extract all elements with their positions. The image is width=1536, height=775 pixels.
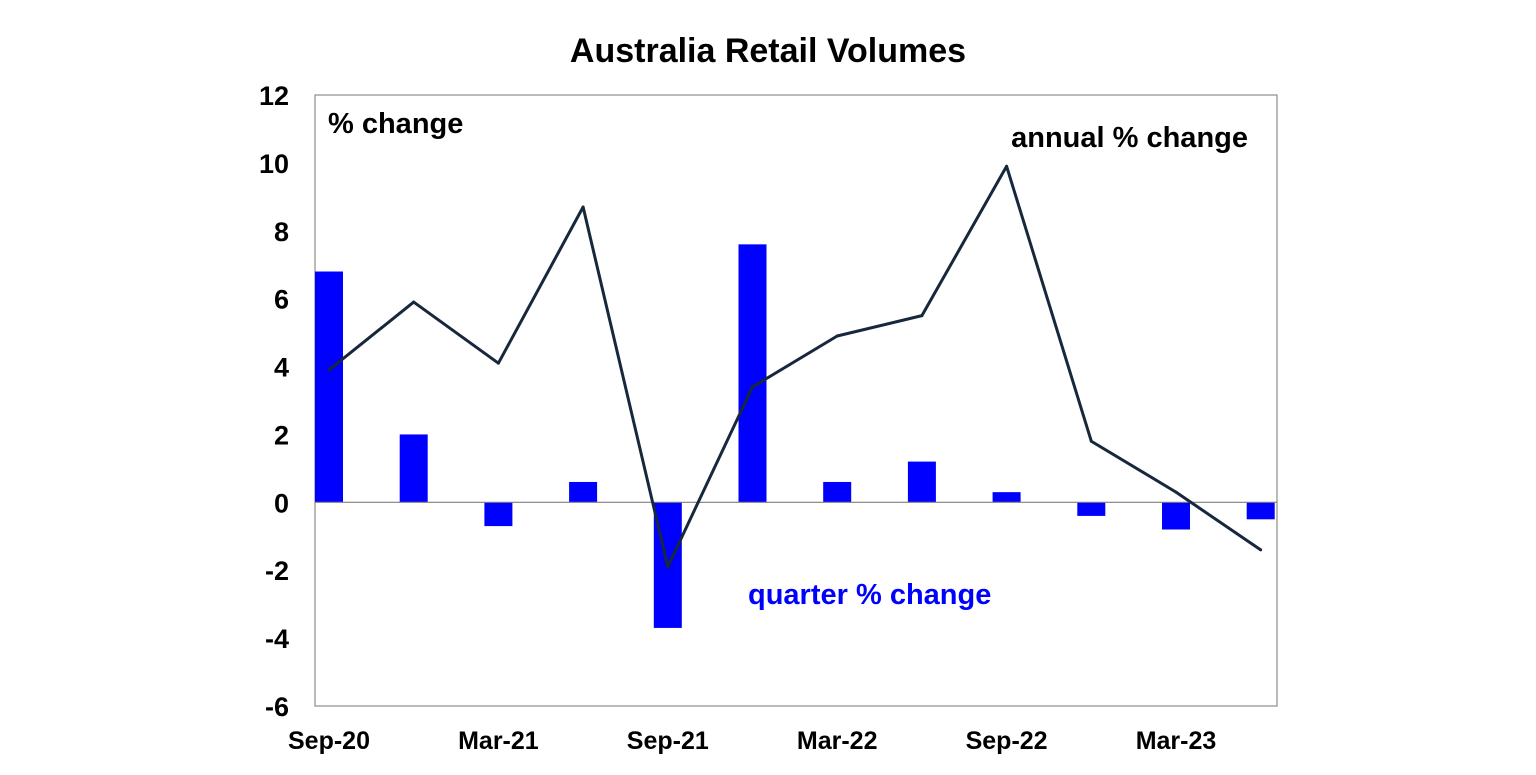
quarter-bar-dec-21 [738, 244, 767, 503]
plot-area [314, 94, 1278, 707]
quarter-bar-jun-23 [1246, 502, 1275, 520]
x-tick-label: Mar-21 [458, 727, 539, 755]
quarter-bar-mar-21 [484, 502, 513, 527]
quarter-bar-jun-21 [569, 481, 598, 503]
quarter-bar-sep-20 [315, 271, 343, 503]
quarter-bar-dec-20 [399, 434, 428, 503]
annual-point-mar-21 [496, 361, 500, 365]
annual-point-jun-21 [581, 205, 585, 209]
annual-point-sep-21 [666, 565, 670, 569]
x-tick-label: Sep-22 [966, 727, 1048, 755]
annual-point-sep-22 [1005, 164, 1009, 168]
annual-series-label: annual % change [1011, 122, 1248, 154]
quarter-series-label: quarter % change [748, 579, 991, 611]
annual-point-sep-20 [327, 368, 331, 372]
x-tick-label: Sep-21 [627, 727, 709, 755]
annual-point-jun-23 [1259, 548, 1263, 552]
x-tick-label: Sep-20 [288, 727, 370, 755]
x-tick-label: Mar-22 [797, 727, 878, 755]
annual-point-mar-23 [1174, 490, 1178, 494]
quarter-bar-sep-22 [992, 492, 1021, 503]
y-tick-label: 4 [274, 353, 289, 383]
y-tick-label: -6 [265, 692, 289, 722]
y-tick-label: 0 [274, 488, 289, 518]
y-axis-label: % change [328, 108, 463, 140]
y-tick-label: 12 [259, 81, 289, 111]
x-axis-ticks: Sep-20 Mar-21 Sep-21 Mar-22 Sep-22 Mar-23 [288, 727, 1216, 755]
y-tick-label: 6 [274, 285, 289, 315]
quarter-bar-mar-23 [1162, 502, 1190, 530]
annual-line [328, 164, 1262, 569]
annual-point-dec-20 [412, 300, 416, 304]
chart-title: Australia Retail Volumes [570, 32, 966, 70]
annual-line-series [327, 164, 1263, 569]
y-axis-ticks: -6 -4 -2 0 2 4 6 8 10 12 [259, 81, 289, 722]
y-tick-label: 8 [274, 217, 289, 247]
y-tick-label: -2 [265, 556, 289, 586]
annual-point-jun-22 [920, 314, 924, 318]
y-tick-label: 10 [259, 149, 289, 179]
quarter-bars [315, 244, 1275, 628]
y-tick-label: 2 [274, 420, 289, 450]
quarter-bar-dec-22 [1077, 502, 1106, 516]
quarter-bar-mar-22 [823, 481, 852, 503]
annual-point-mar-22 [835, 334, 839, 338]
annual-point-dec-21 [751, 385, 754, 389]
quarter-bar-jun-22 [907, 461, 936, 503]
x-tick-label: Mar-23 [1136, 727, 1217, 755]
y-tick-label: -4 [265, 624, 289, 654]
annual-point-dec-22 [1089, 439, 1093, 443]
